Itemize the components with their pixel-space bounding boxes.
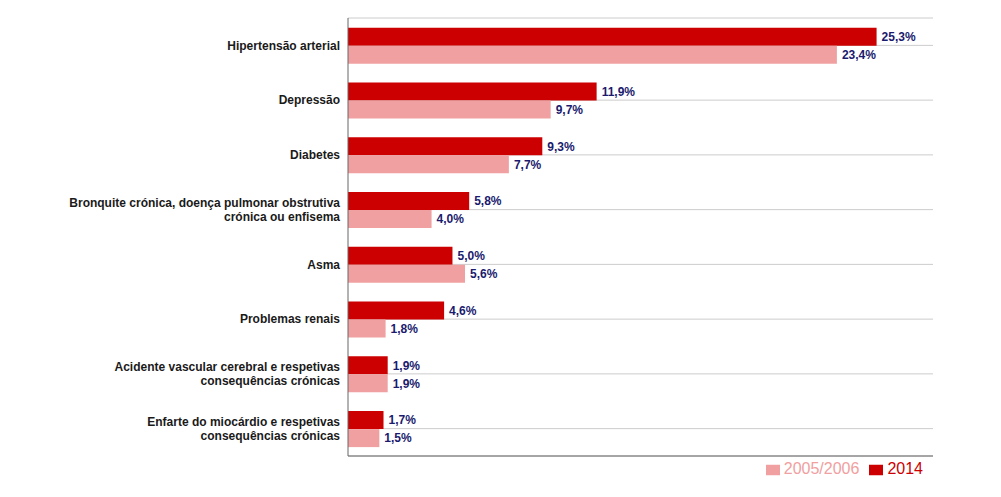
svg-text:25,3%: 25,3% bbox=[882, 30, 916, 44]
svg-text:1,9%: 1,9% bbox=[393, 377, 421, 391]
svg-text:5,0%: 5,0% bbox=[457, 249, 485, 263]
svg-text:Enfarte do miocárdio e respeti: Enfarte do miocárdio e respetivasconsequ… bbox=[147, 415, 340, 443]
svg-text:1,5%: 1,5% bbox=[384, 431, 412, 445]
svg-text:23,4%: 23,4% bbox=[842, 48, 876, 62]
svg-text:7,7%: 7,7% bbox=[514, 158, 542, 172]
svg-text:9,3%: 9,3% bbox=[547, 140, 575, 154]
svg-text:1,7%: 1,7% bbox=[389, 413, 417, 427]
svg-text:4,6%: 4,6% bbox=[449, 304, 477, 318]
svg-text:Acidente vascular cerebral e r: Acidente vascular cerebral e respetivasc… bbox=[115, 360, 341, 388]
svg-text:Hipertensão arterial: Hipertensão arterial bbox=[227, 39, 340, 53]
svg-text:Asma: Asma bbox=[307, 258, 340, 272]
svg-text:Diabetes: Diabetes bbox=[290, 148, 340, 162]
svg-text:5,8%: 5,8% bbox=[474, 194, 502, 208]
svg-text:9,7%: 9,7% bbox=[556, 103, 584, 117]
svg-text:Depressão: Depressão bbox=[279, 93, 340, 107]
svg-text:1,8%: 1,8% bbox=[391, 322, 419, 336]
svg-text:11,9%: 11,9% bbox=[602, 85, 636, 99]
html-text:2005/2006: 2005/2006 bbox=[783, 460, 860, 477]
svg-text:Bronquite crónica, doença pulm: Bronquite crónica, doença pulmonar obstr… bbox=[69, 196, 340, 224]
svg-text:1,9%: 1,9% bbox=[393, 359, 421, 373]
svg-text:5,6%: 5,6% bbox=[470, 267, 498, 281]
svg-text:Problemas renais: Problemas renais bbox=[240, 312, 340, 326]
html-text:2014: 2014 bbox=[887, 460, 923, 477]
svg-text:4,0%: 4,0% bbox=[437, 212, 465, 226]
